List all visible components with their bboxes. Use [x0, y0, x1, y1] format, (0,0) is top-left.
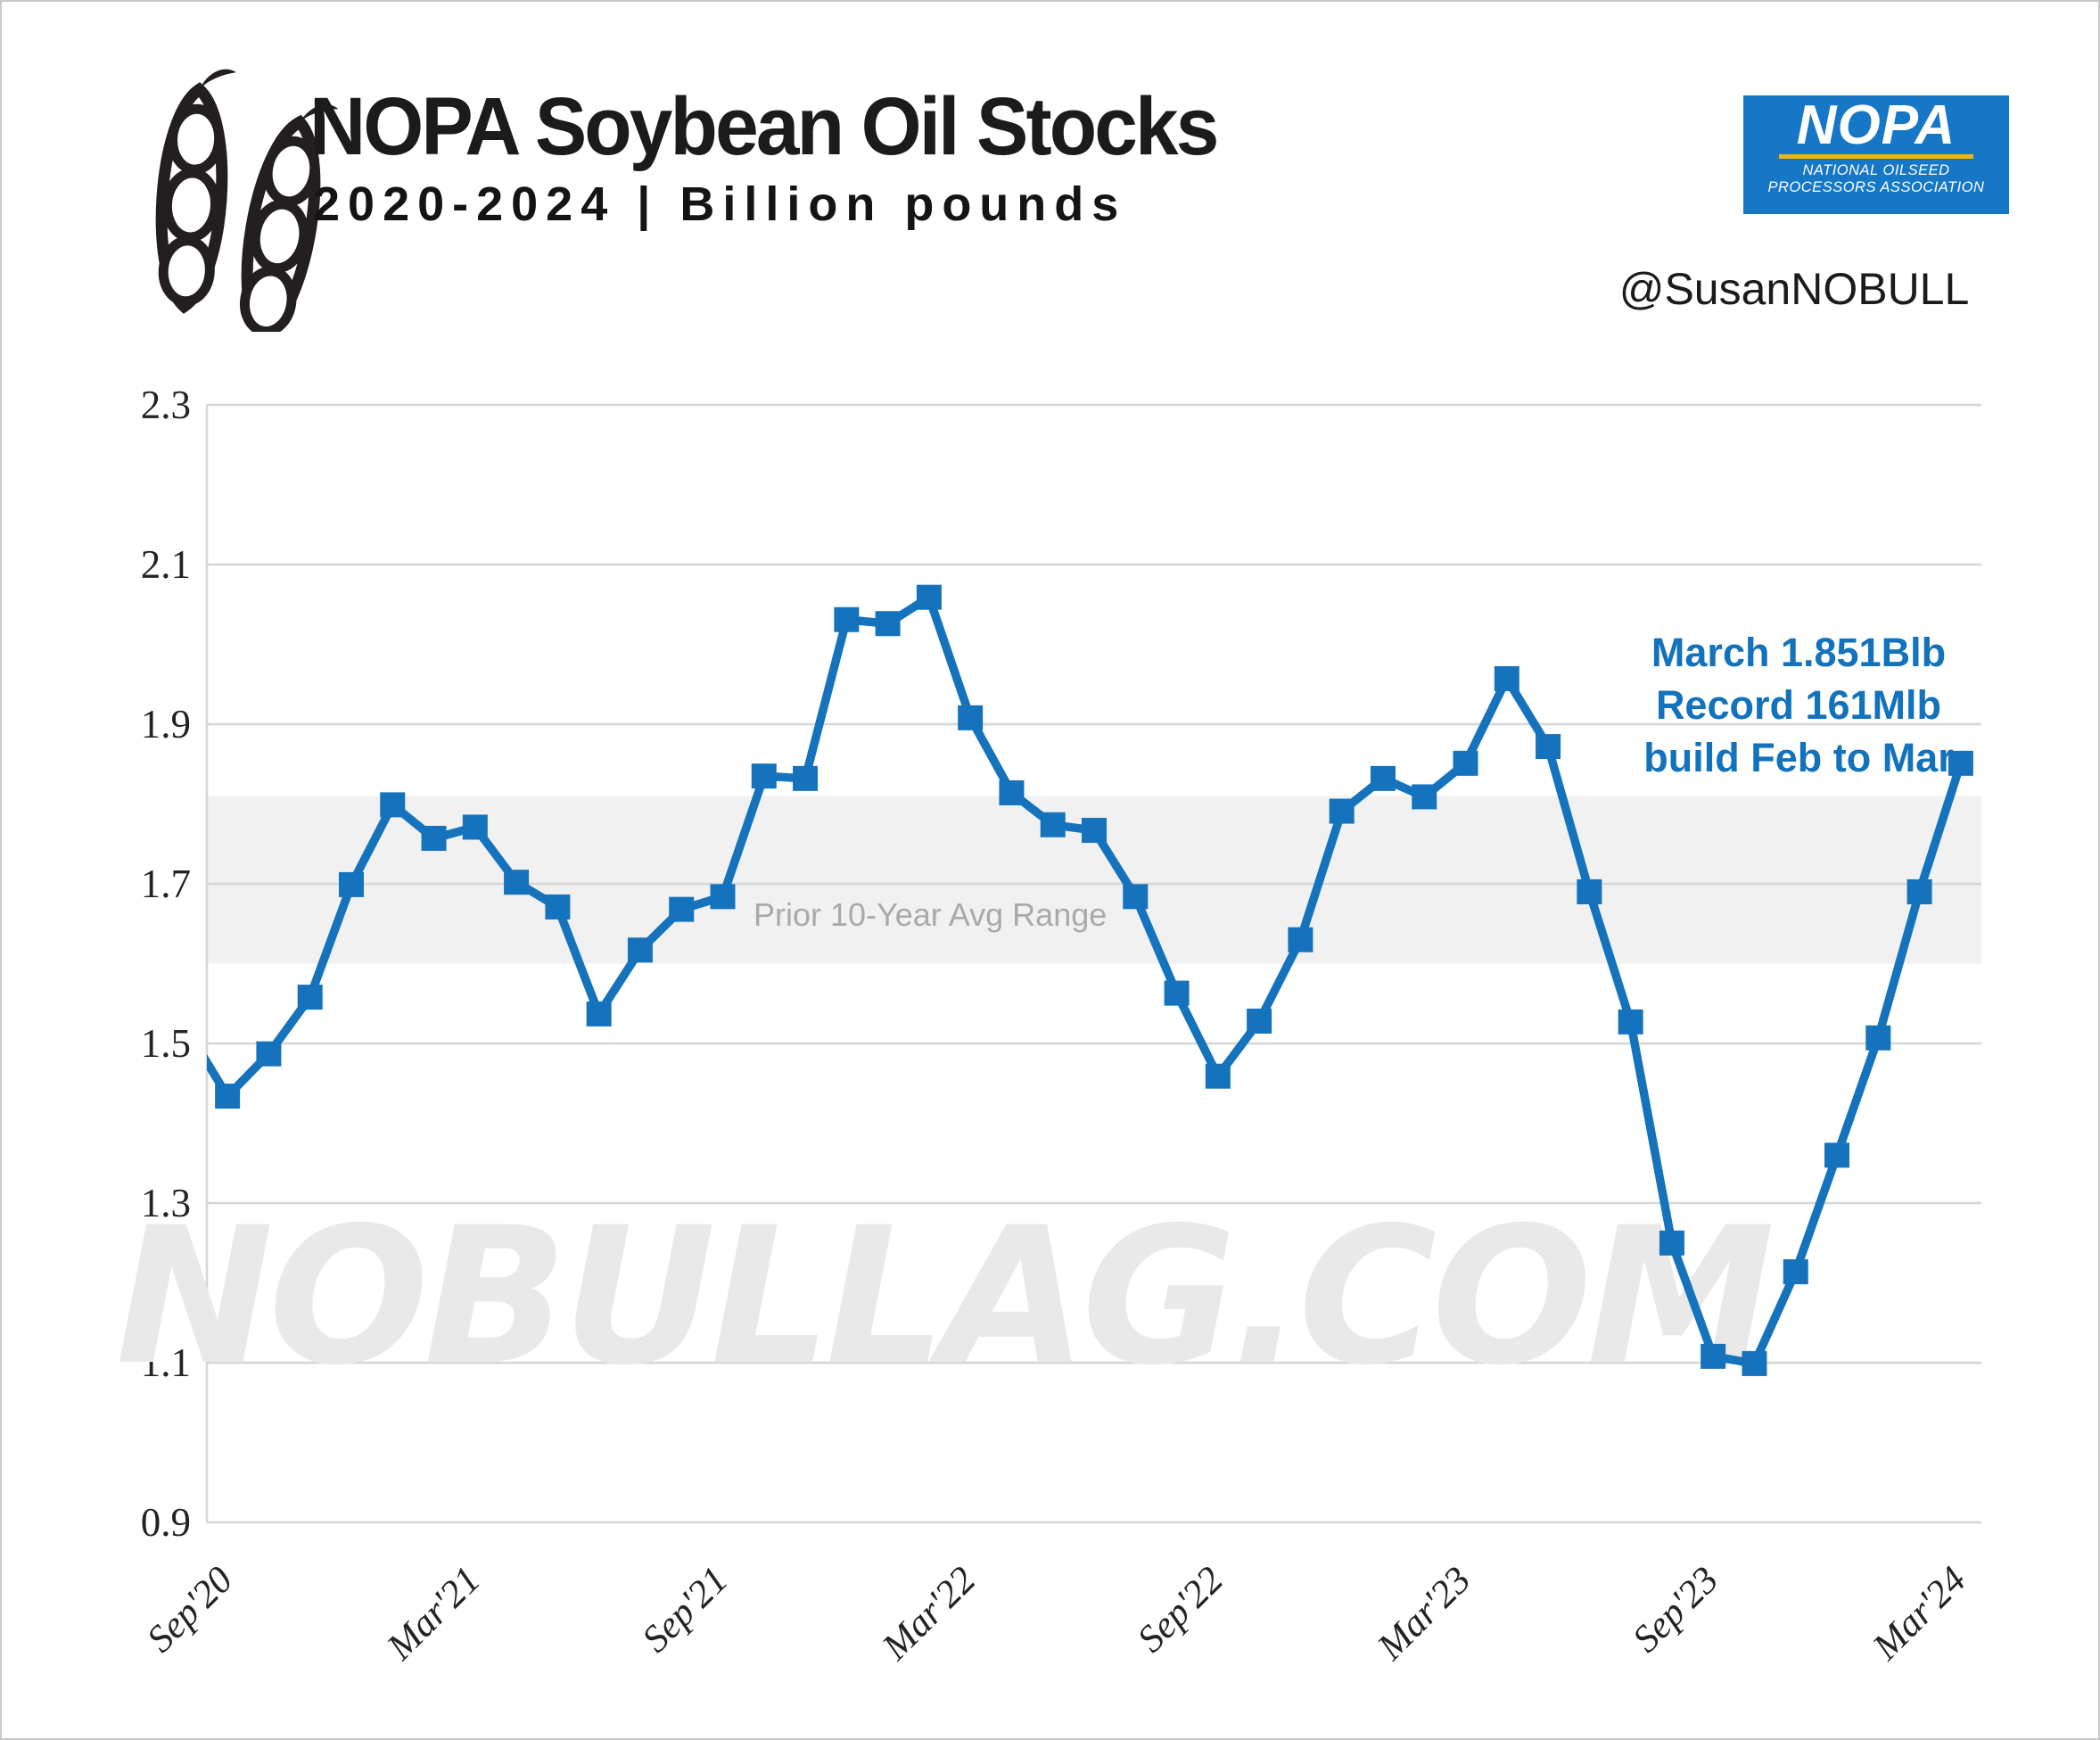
watermark-text: NOBULLAG.COM: [116, 1186, 1772, 1406]
data-point-marker: [1865, 1025, 1891, 1051]
annotation-line-3: build Feb to Mar: [1643, 735, 1954, 780]
data-point-marker: [999, 779, 1025, 805]
data-point-marker: [916, 584, 942, 610]
data-point-marker: [1783, 1258, 1808, 1284]
data-point-marker: [958, 705, 984, 730]
annotation-line-1: March 1.851Blb: [1651, 630, 1947, 675]
nopa-logo-subtext-1: NATIONAL OILSEED: [1802, 162, 1950, 178]
x-axis-tick-label: Sep'23: [1625, 1559, 1726, 1661]
x-axis-tick-label: Sep'22: [1130, 1559, 1231, 1661]
nopa-logo: NOPA NATIONAL OILSEED PROCESSORS ASSOCIA…: [1743, 95, 2009, 214]
data-point-marker: [875, 611, 901, 637]
data-point-marker: [1370, 765, 1396, 791]
data-point-marker: [627, 937, 653, 963]
data-point-marker: [1659, 1230, 1684, 1256]
data-point-marker: [793, 765, 819, 791]
nopa-logo-subtext-2: PROCESSORS ASSOCIATION: [1767, 179, 1985, 195]
data-point-marker: [338, 871, 364, 897]
march-record-annotation: March 1.851Blb Record 161Mlb build Feb t…: [1638, 626, 1959, 784]
page-title: NOPA Soybean Oil Stocks: [309, 81, 1219, 172]
data-point-marker: [1701, 1343, 1726, 1369]
data-point-marker: [1536, 734, 1561, 760]
data-point-marker: [710, 884, 736, 910]
author-handle: @SusanNOBULL: [1618, 264, 1970, 314]
nopa-logo-text: NOPA: [1796, 95, 1956, 156]
x-axis-tick-label: Mar'24: [1865, 1559, 1974, 1669]
x-axis-tick-label: Mar'22: [874, 1559, 984, 1669]
data-point-marker: [462, 814, 488, 840]
y-axis-tick-label: 2.1: [141, 542, 191, 587]
y-axis-tick-label: 0.9: [141, 1500, 191, 1545]
data-point-marker: [1329, 798, 1355, 824]
data-point-marker: [751, 763, 777, 789]
data-point-marker: [1577, 878, 1602, 904]
data-point-marker: [834, 606, 860, 632]
data-point-marker: [1824, 1142, 1850, 1168]
data-point-marker: [1288, 927, 1314, 952]
data-point-marker: [1412, 784, 1437, 810]
data-point-marker: [1906, 878, 1932, 904]
data-point-marker: [1082, 818, 1107, 844]
page-subtitle: 2020-2024 | Billion pounds: [313, 177, 1127, 231]
y-axis-tick-label: 1.9: [141, 702, 191, 746]
avg-range-band-label: Prior 10-Year Avg Range: [754, 896, 1108, 933]
data-point-marker: [1948, 750, 1973, 776]
x-axis-tick-label: Mar'21: [379, 1559, 489, 1669]
data-point-marker: [545, 894, 571, 919]
data-point-marker: [1453, 750, 1478, 776]
data-point-marker: [1742, 1350, 1767, 1376]
data-point-marker: [421, 825, 447, 851]
data-point-marker: [504, 870, 530, 895]
y-axis-tick-label: 1.5: [141, 1021, 191, 1066]
data-point-marker: [1205, 1063, 1231, 1089]
y-axis-tick-label: 2.3: [141, 383, 191, 427]
data-point-marker: [215, 1084, 241, 1109]
data-point-marker: [586, 1001, 612, 1027]
data-point-marker: [1618, 1009, 1643, 1035]
data-point-marker: [256, 1041, 282, 1067]
x-axis-tick-label: Sep'21: [635, 1559, 737, 1661]
x-axis-tick-label: Sep'20: [139, 1559, 241, 1661]
nopa-logo-underline: [1779, 154, 1973, 159]
data-point-marker: [380, 792, 406, 818]
data-point-marker: [1040, 812, 1066, 837]
annotation-line-2: Record 161Mlb: [1655, 682, 1942, 728]
y-axis-tick-label: 1.1: [141, 1340, 191, 1385]
data-point-marker: [1247, 1008, 1272, 1034]
data-point-marker: [1494, 665, 1519, 691]
y-axis-tick-label: 1.3: [141, 1181, 191, 1225]
data-point-marker: [297, 985, 323, 1010]
data-point-marker: [669, 896, 695, 922]
soybean-pods-icon: [155, 69, 339, 332]
data-point-marker: [1123, 884, 1149, 910]
x-axis-tick-label: Mar'23: [1369, 1559, 1478, 1669]
data-point-marker: [1164, 980, 1190, 1006]
y-axis-tick-label: 1.7: [141, 862, 191, 906]
